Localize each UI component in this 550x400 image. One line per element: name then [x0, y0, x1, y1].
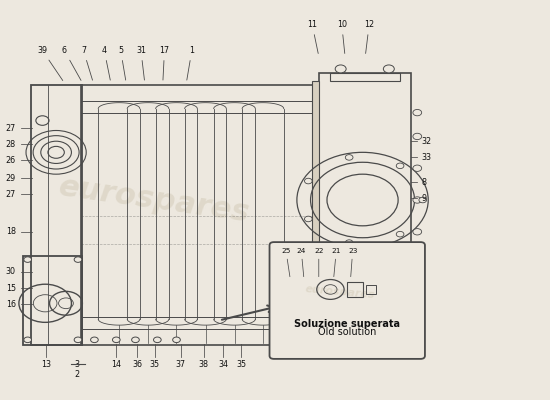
Text: 17: 17 — [160, 46, 169, 80]
Bar — [329, 73, 400, 81]
Text: 33: 33 — [422, 152, 432, 162]
Circle shape — [413, 228, 422, 235]
Text: 24: 24 — [296, 248, 306, 277]
Text: 35: 35 — [150, 360, 160, 369]
Bar — [366, 285, 376, 294]
Circle shape — [413, 197, 422, 203]
Text: 2: 2 — [74, 370, 79, 379]
FancyBboxPatch shape — [270, 242, 425, 359]
Circle shape — [74, 257, 82, 262]
Bar — [312, 81, 319, 317]
Circle shape — [131, 337, 139, 343]
Text: Soluzione superata: Soluzione superata — [294, 319, 400, 329]
Text: 34: 34 — [218, 360, 228, 369]
Text: 18: 18 — [6, 227, 16, 236]
Bar — [81, 85, 316, 345]
Bar — [347, 282, 363, 297]
Text: 38: 38 — [199, 360, 209, 369]
Text: 21: 21 — [332, 248, 341, 277]
Text: 30: 30 — [6, 267, 16, 276]
Text: 11: 11 — [307, 20, 318, 54]
Circle shape — [413, 165, 422, 171]
Circle shape — [413, 260, 422, 267]
Circle shape — [305, 178, 312, 184]
Text: 3: 3 — [74, 360, 79, 369]
Text: 27: 27 — [6, 190, 16, 198]
Text: 12: 12 — [364, 20, 374, 54]
Circle shape — [413, 133, 422, 140]
Text: 39: 39 — [37, 46, 63, 80]
Text: 8: 8 — [422, 178, 427, 187]
Circle shape — [413, 292, 422, 298]
Circle shape — [419, 197, 427, 203]
Text: 31: 31 — [136, 46, 146, 80]
Circle shape — [335, 65, 346, 73]
Text: 35: 35 — [236, 360, 246, 369]
Text: 36: 36 — [132, 360, 142, 369]
Circle shape — [74, 337, 82, 343]
Text: 32: 32 — [422, 137, 432, 146]
Bar — [31, 85, 82, 345]
Text: eurospares: eurospares — [57, 172, 252, 228]
Circle shape — [24, 337, 31, 343]
Circle shape — [383, 65, 394, 73]
Circle shape — [24, 257, 31, 262]
Circle shape — [153, 337, 161, 343]
Text: 14: 14 — [111, 360, 122, 369]
Circle shape — [345, 155, 353, 160]
Text: 29: 29 — [6, 174, 16, 183]
Text: 15: 15 — [6, 284, 16, 293]
Text: 26: 26 — [6, 156, 16, 165]
Text: 28: 28 — [6, 140, 16, 149]
Text: 7: 7 — [81, 46, 92, 80]
Text: 22: 22 — [314, 248, 323, 277]
Text: 4: 4 — [102, 46, 111, 80]
Circle shape — [91, 337, 98, 343]
Text: Old solution: Old solution — [318, 327, 376, 337]
Circle shape — [112, 337, 120, 343]
Text: 9: 9 — [422, 194, 427, 202]
Circle shape — [396, 231, 404, 237]
Text: 10: 10 — [337, 20, 346, 54]
Text: 27: 27 — [6, 124, 16, 133]
Text: 6: 6 — [62, 46, 81, 80]
Text: 25: 25 — [281, 248, 290, 277]
Bar — [23, 256, 82, 345]
Text: 5: 5 — [118, 46, 126, 80]
Text: 1: 1 — [187, 46, 194, 80]
Circle shape — [345, 240, 353, 245]
Text: 23: 23 — [348, 248, 358, 277]
Circle shape — [396, 163, 404, 169]
Circle shape — [173, 337, 180, 343]
Bar — [319, 73, 411, 325]
Text: 16: 16 — [6, 300, 16, 308]
Circle shape — [305, 216, 312, 222]
Text: 13: 13 — [41, 360, 51, 369]
Circle shape — [413, 110, 422, 116]
Text: eurospares: eurospares — [305, 284, 375, 300]
Text: 37: 37 — [176, 360, 186, 369]
